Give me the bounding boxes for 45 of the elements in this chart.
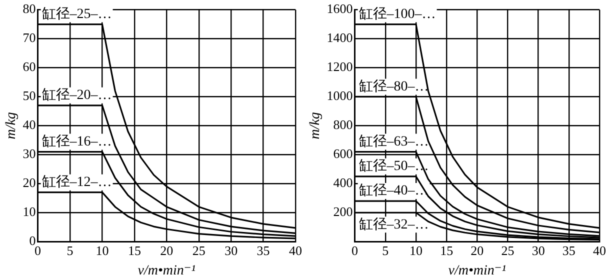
y-tick-label: 80 [22,1,36,16]
y-tick-label: 800 [333,117,353,132]
y-tick-label: 70 [22,30,36,46]
x-tick-label: 20 [470,242,484,258]
x-tick-label: 25 [192,242,206,258]
y-tick-label: 600 [333,146,353,162]
series-label: 缸径–25–… [42,6,112,22]
x-tick-label: 5 [382,242,389,258]
y-tick-label: 10 [22,204,36,220]
x-axis-title: v/m•min⁻¹ [138,263,196,278]
series-label: 缸径–63–… [358,133,429,150]
y-tick-label: 30 [22,146,36,162]
x-tick-label: 30 [532,242,545,258]
y-tick-label: 1000 [326,88,353,104]
y-axis-title: m/kg [308,112,324,140]
series-label: 缸径–32–… [358,216,429,232]
x-tick-label: 30 [224,242,238,258]
y-tick-label: 1400 [326,30,353,46]
x-tick-label: 15 [440,242,454,258]
x-tick-label: 35 [256,242,270,258]
y-tick-label: 0 [29,233,36,248]
y-tick-label: 400 [333,175,353,190]
series-label: 缸径–12–… [42,174,112,190]
y-tick-label: 60 [22,59,36,74]
x-axis-title: v/m•min⁻¹ [448,263,506,278]
series-label: 缸径–100–… [358,6,436,22]
x-tick-label: 40 [289,242,302,258]
y-tick-label: 1600 [326,1,353,16]
y-tick-label: 20 [22,175,36,190]
series-label: 缸径–80–… [358,78,429,94]
x-tick-label: 35 [562,242,576,258]
y-tick-label: 50 [22,88,36,104]
series-label: 缸径–20–… [42,87,112,104]
x-tick-label: 25 [501,242,514,258]
y-tick-label: 40 [22,117,36,132]
series-label: 缸径–16–… [42,133,112,150]
x-tick-label: 5 [66,242,74,258]
y-tick-label: 200 [333,204,353,220]
x-tick-label: 40 [593,242,606,258]
x-tick-label: 20 [160,242,174,258]
x-tick-label: 10 [96,242,109,258]
x-tick-label: 10 [409,242,422,258]
y-tick-label: 1200 [326,59,353,74]
y-axis-title: m/kg [4,112,20,140]
x-tick-label: 15 [128,242,141,258]
